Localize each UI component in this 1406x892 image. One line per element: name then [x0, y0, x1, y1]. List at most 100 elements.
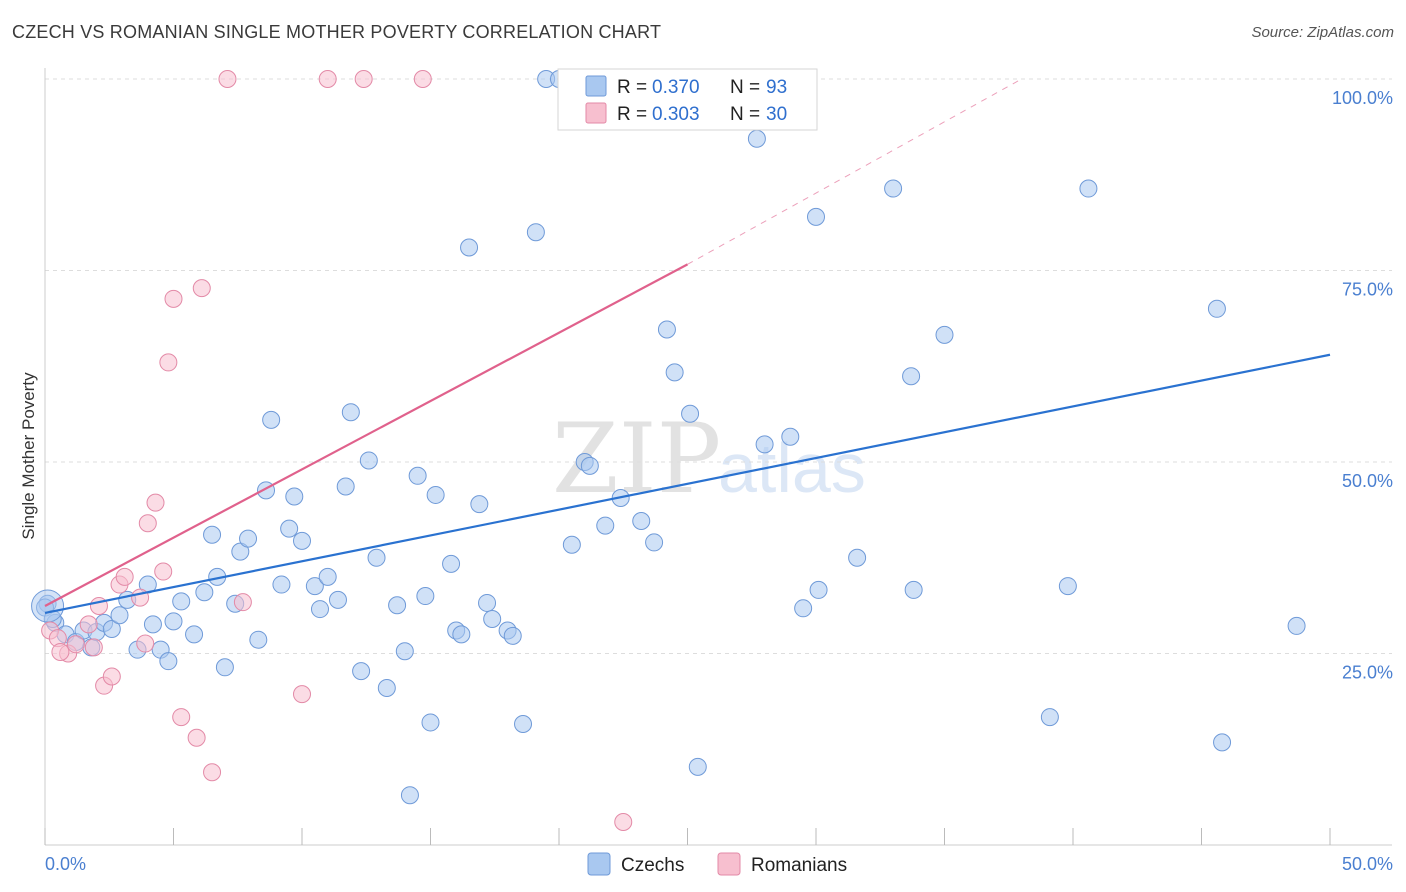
czech-point: [470, 495, 489, 514]
czech-point: [164, 612, 183, 631]
czech-point: [421, 713, 440, 732]
czech-point: [239, 529, 258, 548]
czech-point: [388, 596, 407, 615]
romanian-point: [192, 279, 211, 298]
czech-point: [359, 451, 378, 470]
czech-point: [902, 367, 921, 386]
czech-point: [408, 466, 427, 485]
legend-romanians-r-label: R =: [617, 104, 647, 125]
romanian-point: [159, 353, 178, 372]
czech-point: [681, 404, 700, 423]
romanian-point: [136, 634, 155, 653]
czech-point: [442, 554, 461, 573]
romanian-point: [102, 667, 121, 686]
romanian-point: [164, 289, 183, 308]
czech-point: [809, 580, 828, 599]
grid-lines: [45, 78, 1392, 654]
romanians-trend-line: [44, 263, 689, 607]
legend-czechs-r-label: R =: [617, 77, 647, 98]
czech-point: [185, 625, 204, 644]
y-tick-label-0: 25.0%: [1342, 663, 1393, 683]
czech-point: [280, 519, 299, 538]
czech-point: [503, 626, 522, 645]
romanian-point: [614, 813, 633, 832]
legend-swatch-czechs: [585, 75, 607, 97]
bottom-legend-swatch-romanians: [717, 852, 741, 876]
czech-point: [632, 511, 651, 530]
czech-point: [285, 487, 304, 506]
romanian-point: [138, 514, 157, 533]
x-tick-label-0: 0.0%: [45, 854, 86, 874]
legend-romanians-n-label: N =: [730, 104, 760, 125]
legend-czechs-n-value: 93: [766, 77, 787, 98]
czech-point: [884, 179, 903, 198]
czech-point-cluster: [31, 589, 65, 623]
romanians-trend-extension: [687, 78, 1022, 265]
romanian-point: [115, 567, 134, 586]
czech-point: [514, 714, 533, 733]
legend-czechs-r-value: 0.370: [652, 77, 700, 98]
czech-point: [747, 129, 766, 148]
romanian-point: [66, 635, 85, 654]
czech-point: [1040, 708, 1059, 727]
legend-box: R = 0.370 N = 93 R = 0.303 N = 30: [557, 68, 818, 131]
czech-point: [562, 535, 581, 554]
x-tick-label-1: 50.0%: [1342, 854, 1393, 874]
czech-point: [755, 435, 774, 454]
czech-point: [688, 757, 707, 776]
czech-point: [395, 642, 414, 661]
czech-point: [110, 606, 129, 625]
legend-romanians-n-value: 30: [766, 104, 787, 125]
romanian-point: [154, 562, 173, 581]
czech-point: [352, 662, 371, 681]
czech-point: [203, 525, 222, 544]
czech-point: [336, 477, 355, 496]
czech-point: [665, 363, 684, 382]
legend-czechs-n-label: N =: [730, 77, 760, 98]
czech-point: [195, 583, 214, 602]
czech-point: [310, 600, 329, 619]
y-tick-label-1: 50.0%: [1342, 471, 1393, 491]
czech-point: [249, 630, 268, 649]
czech-point: [657, 320, 676, 339]
romanian-point: [203, 763, 222, 782]
czech-point: [272, 575, 291, 594]
czech-point: [478, 593, 497, 612]
czech-point: [645, 533, 664, 552]
czech-point: [293, 531, 311, 550]
romanian-point: [354, 70, 373, 88]
czech-point: [848, 548, 867, 567]
czech-point: [215, 658, 234, 677]
chart-title: CZECH VS ROMANIAN SINGLE MOTHER POVERTY …: [12, 22, 662, 42]
y-axis-label: Single Mother Poverty: [19, 372, 38, 540]
romanian-point: [51, 642, 70, 661]
romanian-point: [218, 70, 237, 88]
czech-point: [460, 238, 479, 257]
czech-point: [526, 223, 545, 242]
czech-point: [781, 427, 800, 446]
czech-point: [794, 599, 813, 618]
romanian-point: [146, 493, 165, 512]
romanian-point: [187, 728, 206, 747]
source-credit: Source: ZipAtlas.com: [1251, 24, 1394, 41]
romanian-point: [233, 593, 252, 612]
czech-point: [328, 590, 347, 609]
bottom-legend-swatch-czechs: [587, 852, 611, 876]
romanian-point: [172, 708, 191, 727]
axes: [44, 68, 1392, 846]
legend-swatch-romanians: [585, 102, 607, 124]
czech-point: [580, 456, 599, 475]
trend-lines: [44, 78, 1331, 614]
czech-point: [172, 592, 191, 611]
czech-point: [367, 548, 386, 567]
czech-point: [452, 625, 471, 644]
czech-point: [483, 610, 502, 629]
czech-point: [1213, 733, 1232, 752]
x-tick-labels: 0.0% 50.0%: [45, 854, 1393, 874]
bottom-legend: Czechs Romanians: [587, 852, 847, 876]
czech-point: [596, 516, 615, 535]
romanian-point: [293, 685, 311, 704]
romanian-point: [84, 638, 103, 657]
czech-point: [935, 325, 954, 344]
